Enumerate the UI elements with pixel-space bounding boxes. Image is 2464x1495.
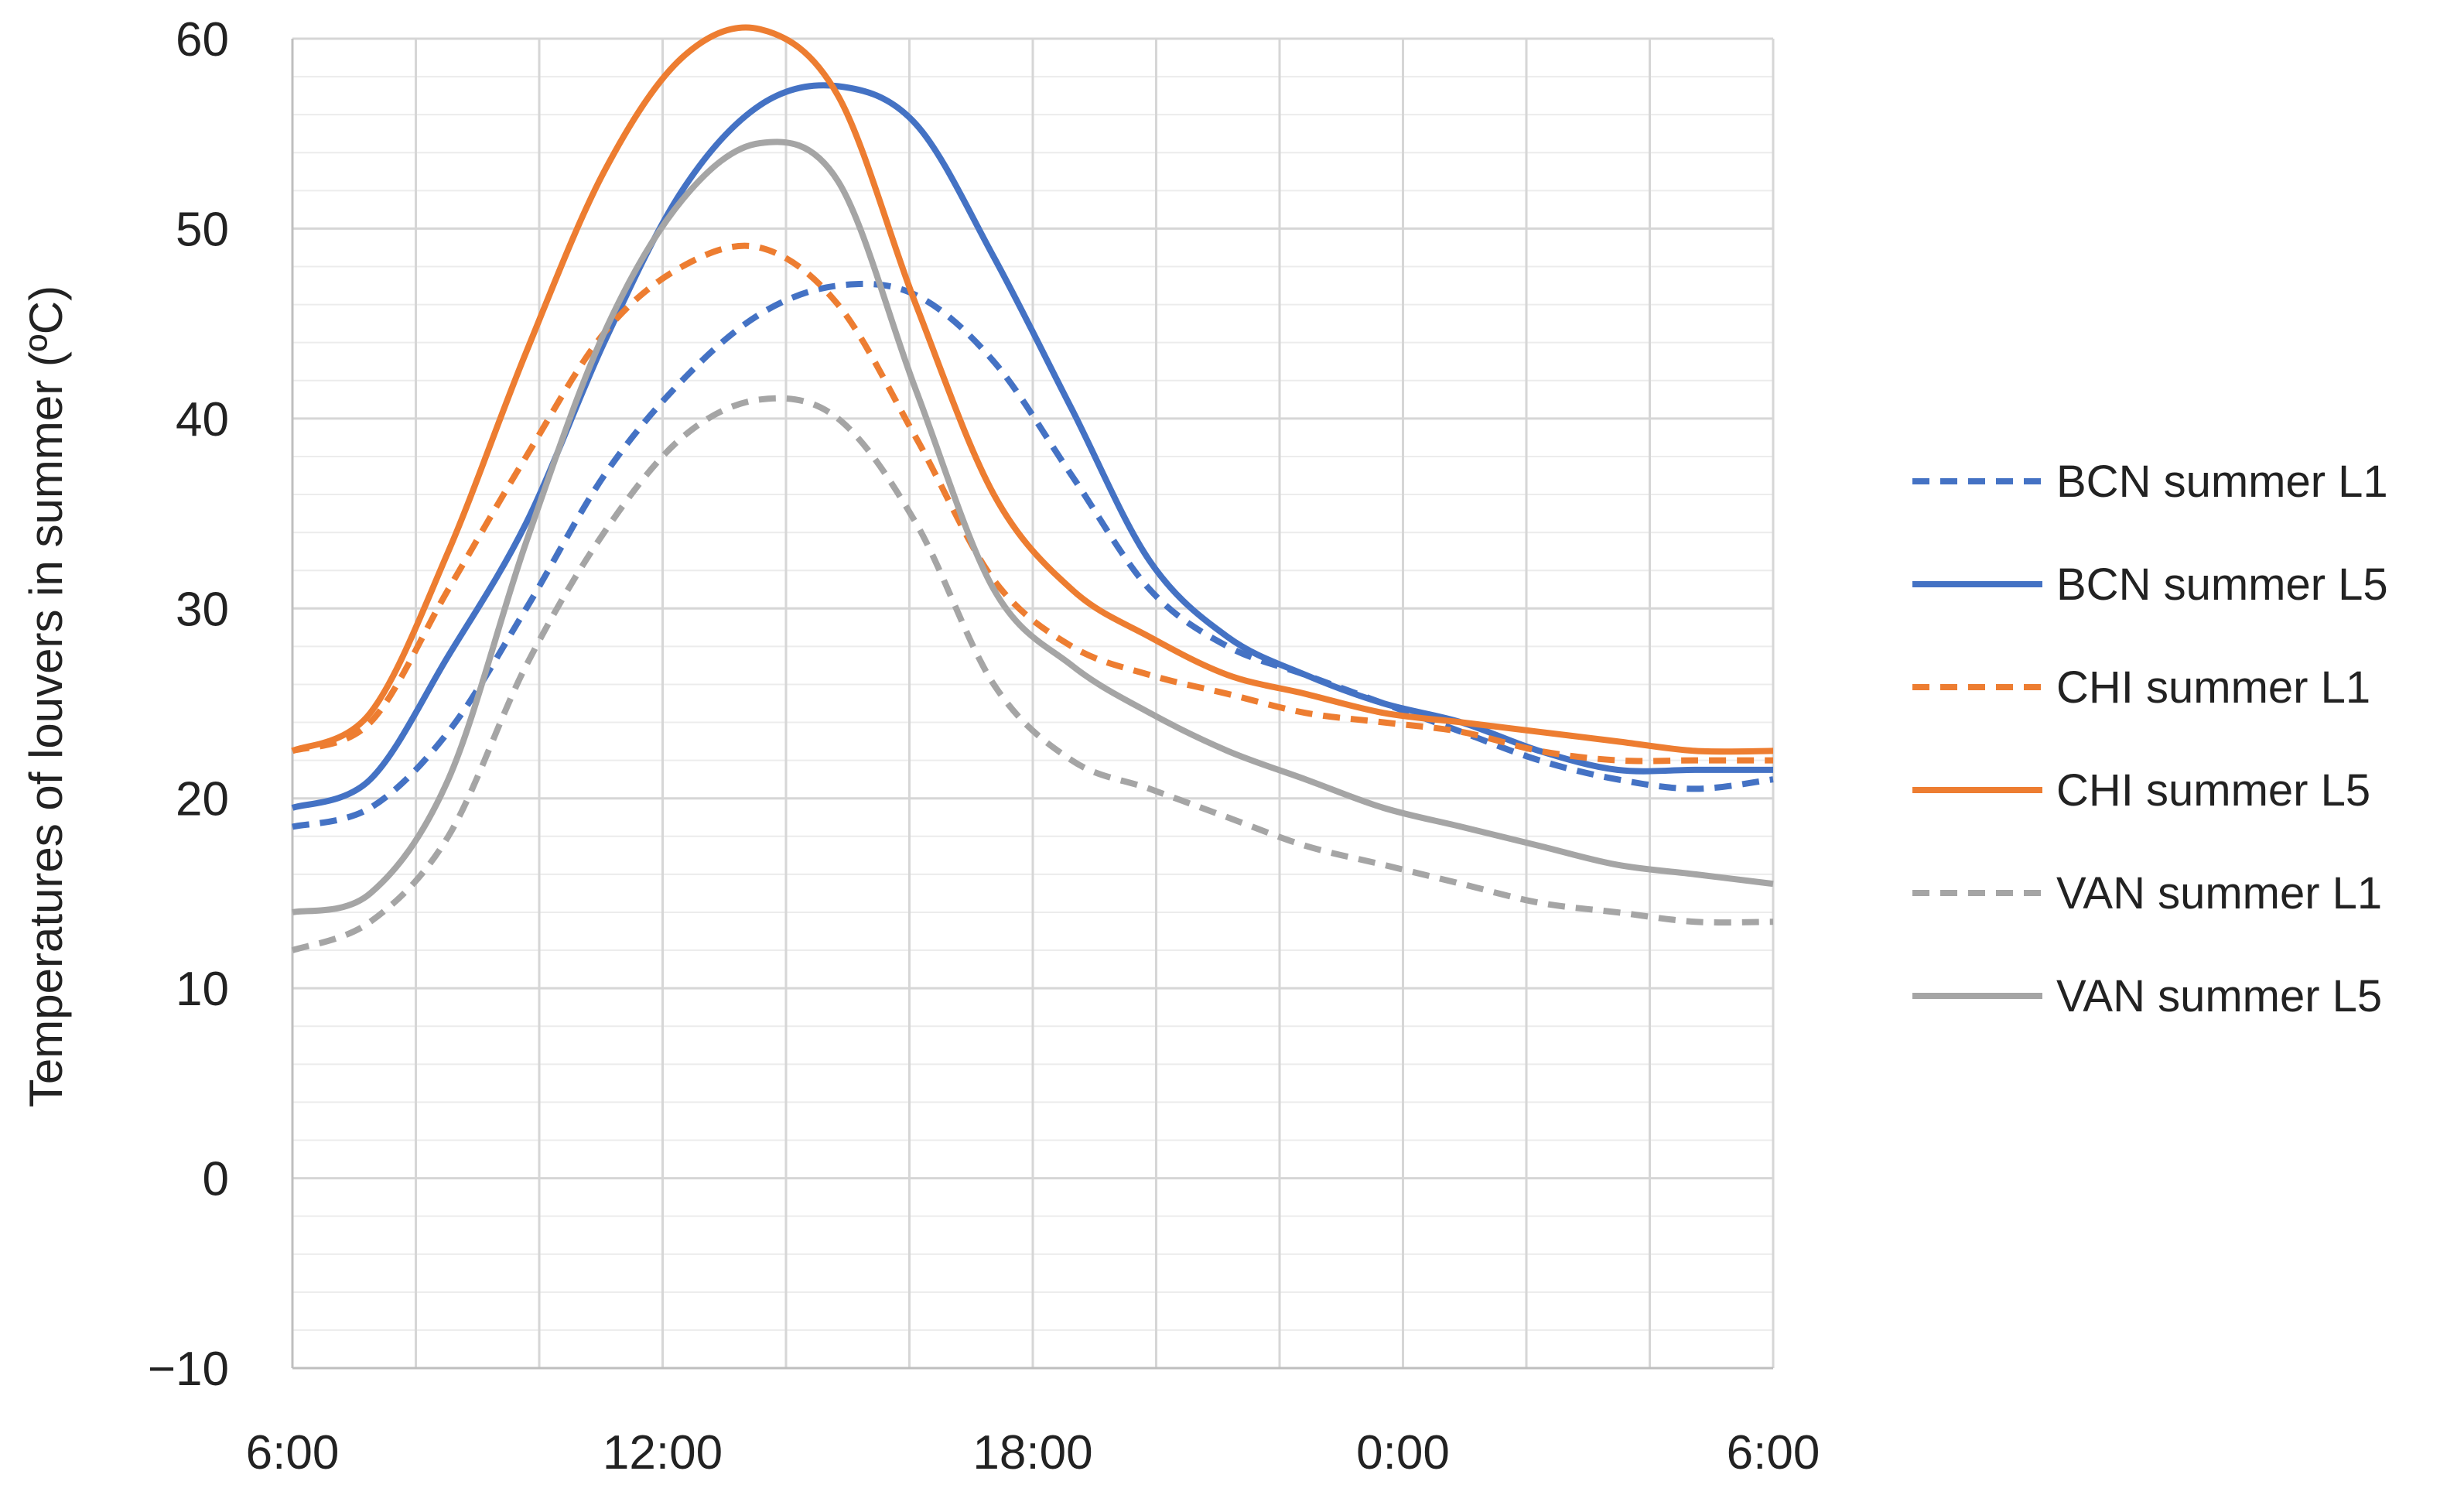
y-tick-label: 10 bbox=[176, 963, 229, 1016]
series-line-chi-summer-l5 bbox=[291, 24, 1774, 755]
series-line-van-summer-l1 bbox=[291, 395, 1774, 953]
legend-label-bcn-summer-l1: BCN summer L1 bbox=[2056, 457, 2388, 507]
y-tick-label: 50 bbox=[176, 203, 229, 256]
y-tick-label: 60 bbox=[176, 13, 229, 67]
series-line-bcn-summer-l1 bbox=[292, 280, 1774, 830]
y-tick-label: 40 bbox=[176, 393, 229, 446]
x-tick-label: 6:00 bbox=[246, 1426, 340, 1480]
legend-label-van-summer-l1: VAN summer L1 bbox=[2056, 868, 2382, 919]
y-tick-label: 0 bbox=[203, 1153, 229, 1206]
y-axis-title: Temperatures of louvers in summer (ºC) bbox=[20, 286, 72, 1107]
series-line-bcn-summer-l5 bbox=[291, 82, 1773, 811]
legend-label-chi-summer-l1: CHI summer L1 bbox=[2056, 662, 2370, 713]
x-tick-label: 18:00 bbox=[972, 1426, 1092, 1480]
series-lines bbox=[291, 24, 1774, 953]
x-tick-label: 12:00 bbox=[603, 1426, 723, 1480]
series-line-van-summer-l5 bbox=[292, 139, 1774, 915]
legend-label-bcn-summer-l5: BCN summer L5 bbox=[2056, 559, 2388, 610]
x-axis-ticks: 6:00 12:00 18:00 0:00 6:00 bbox=[246, 1426, 1820, 1480]
y-tick-label: 20 bbox=[176, 773, 229, 826]
x-tick-label: 0:00 bbox=[1356, 1426, 1450, 1480]
legend-label-chi-summer-l5: CHI summer L5 bbox=[2056, 765, 2370, 816]
y-axis-ticks: −10 0 10 20 30 40 50 60 bbox=[148, 13, 229, 1396]
x-tick-label: 6:00 bbox=[1727, 1426, 1820, 1480]
legend-label-van-summer-l5: VAN summer L5 bbox=[2056, 971, 2382, 1021]
major-gridlines bbox=[291, 37, 1775, 1370]
legend: BCN summer L1 BCN summer L5 CHI summer L1 C… bbox=[1912, 457, 2388, 1021]
y-tick-label: −10 bbox=[148, 1343, 229, 1396]
y-tick-label: 30 bbox=[176, 583, 229, 636]
